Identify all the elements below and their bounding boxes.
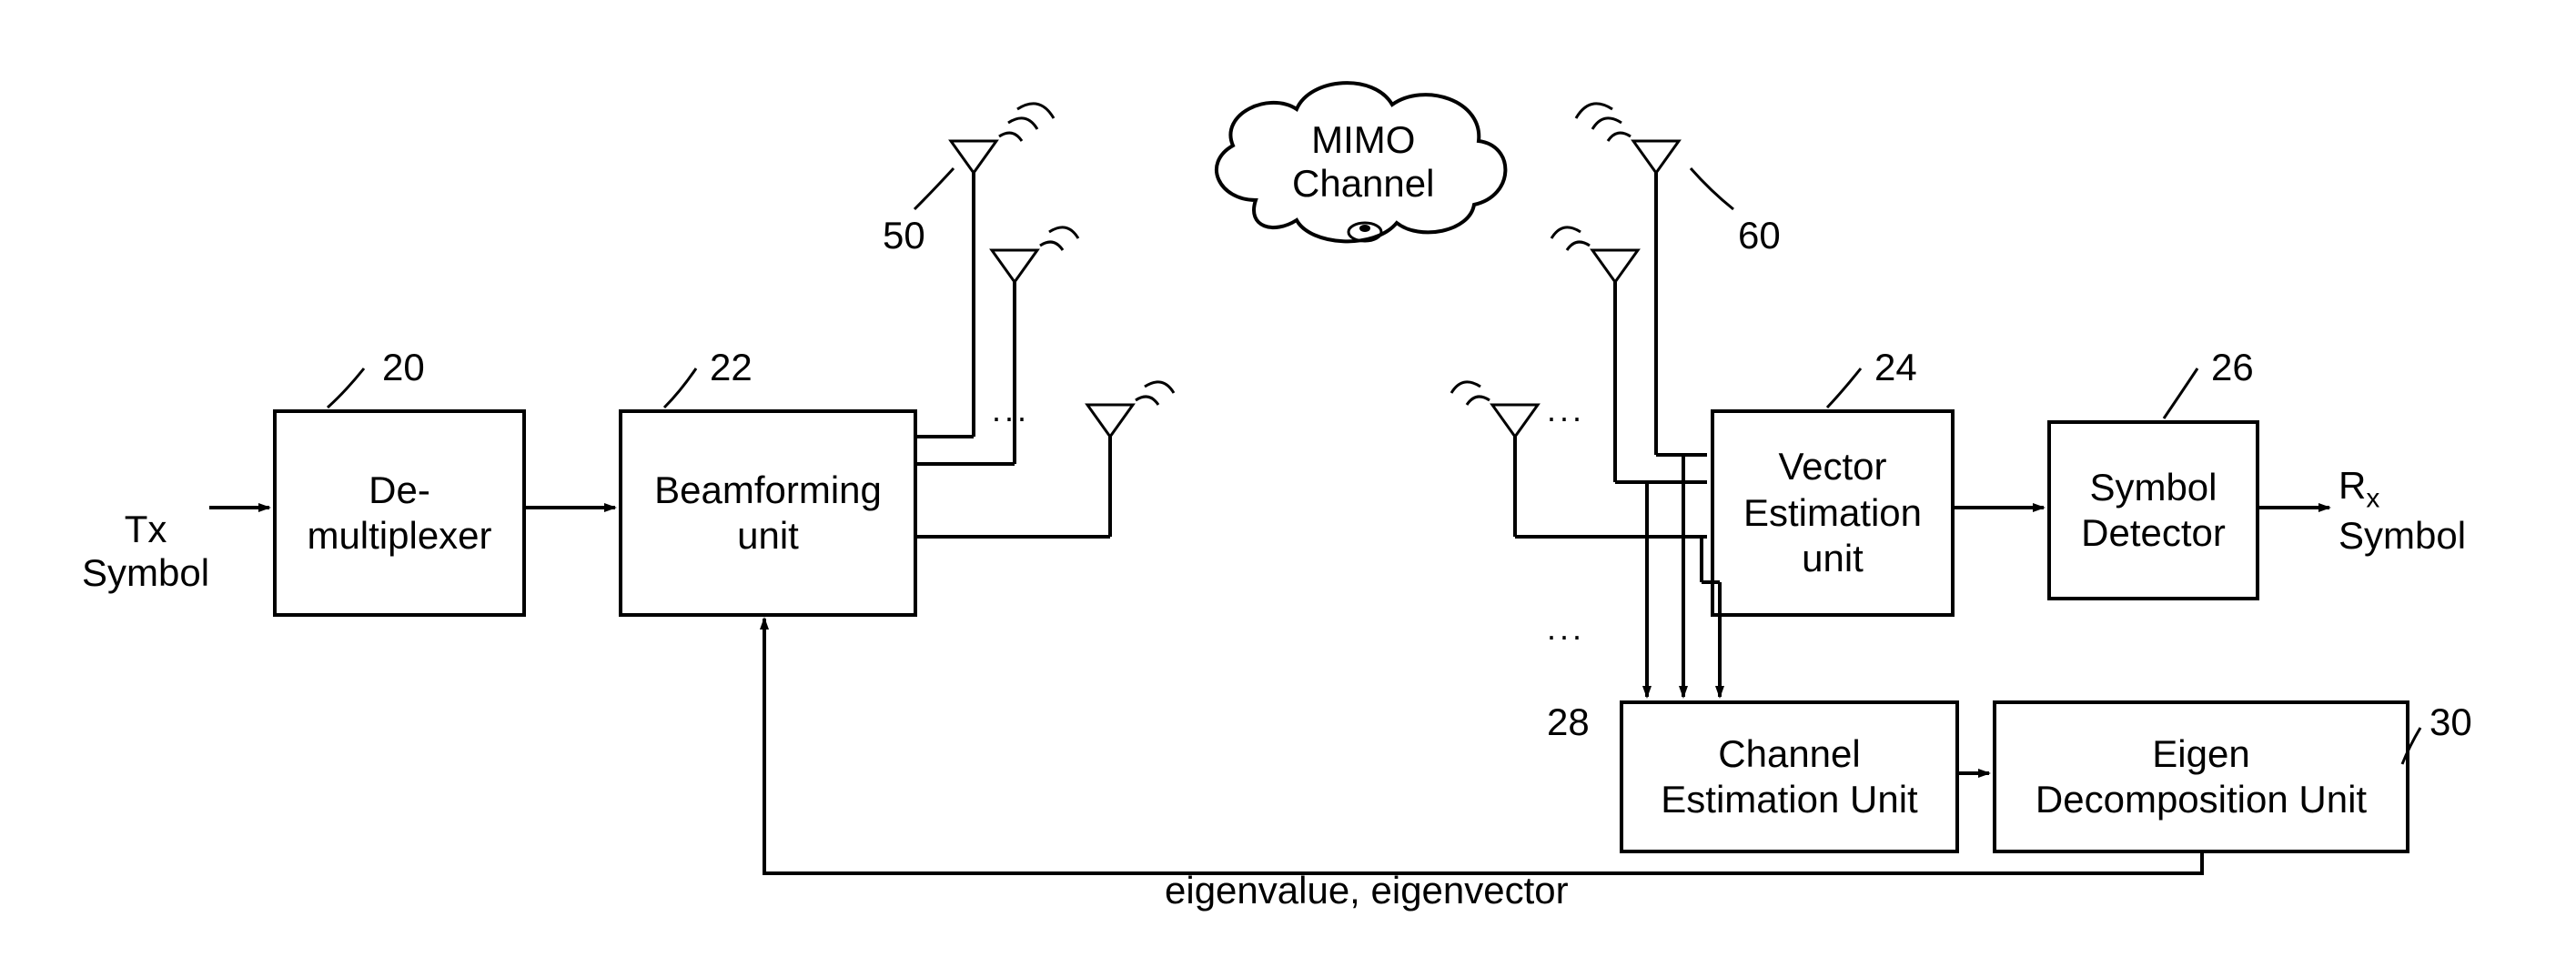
rx-antenna-3-icon [1451,382,1538,509]
tx-antenna-1-icon [951,104,1054,409]
channel-estimation-ref: 28 [1547,700,1590,744]
rx-sub-text: x [2366,483,2379,513]
tx-symbol-text: Tx Symbol [82,508,209,594]
channel-estimation-label: Channel Estimation Unit [1661,731,1917,823]
vector-estimation-label: Vector Estimation unit [1743,444,1922,581]
demultiplexer-label: De- multiplexer [307,468,491,559]
rx-antenna-1-icon [1576,104,1679,428]
channel-estimation-block: Channel Estimation Unit [1620,700,1959,853]
tx-antenna-dots: ... [992,391,1030,429]
leader-60 [1691,168,1733,209]
cloud-label: MIMO Channel [1292,118,1434,206]
rx-r-text: R [2339,464,2366,507]
rx-antenna-dots-lower: ... [1547,609,1585,648]
tx-antenna-ref: 50 [883,214,925,257]
beamforming-label: Beamforming unit [654,468,882,559]
tx-symbol-label: Tx Symbol [82,464,209,595]
beamforming-block: Beamforming unit [619,409,917,617]
beamforming-ref: 22 [710,346,753,389]
rx-antenna-ref: 60 [1738,214,1781,257]
vector-estimation-block: Vector Estimation unit [1711,409,1955,617]
feedback-label: eigenvalue, eigenvector [1165,869,1569,912]
tx-antenna-3-icon [1087,382,1174,509]
symbol-detector-ref: 26 [2211,346,2254,389]
leader-26 [2164,368,2197,418]
vector-estimation-ref: 24 [1874,346,1917,389]
leader-20 [328,368,364,408]
rx-antenna-dots: ... [1547,391,1585,429]
arrow-ed-to-bf-feedback [764,619,2202,873]
rx-symbol-label: Rx Symbol [2339,464,2466,558]
leader-22 [664,368,696,408]
eigen-decomp-label: Eigen Decomposition Unit [2036,731,2367,823]
demultiplexer-ref: 20 [382,346,425,389]
symbol-detector-block: Symbol Detector [2047,420,2259,600]
demultiplexer-block: De- multiplexer [273,409,526,617]
rx-symbol-text: Symbol [2339,514,2466,557]
leader-24 [1827,368,1861,408]
eigen-decomp-block: Eigen Decomposition Unit [1993,700,2409,853]
leader-50 [914,168,954,209]
symbol-detector-label: Symbol Detector [2081,465,2226,557]
eigen-decomp-ref: 30 [2430,700,2472,744]
